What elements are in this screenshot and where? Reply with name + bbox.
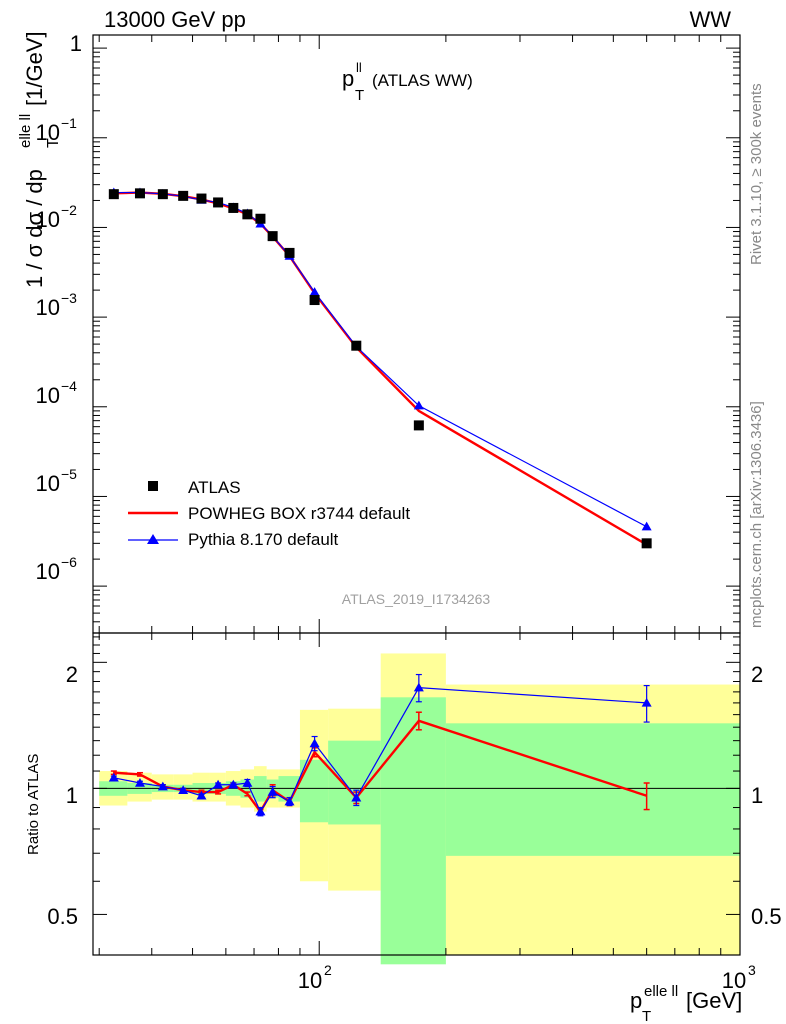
- x-label-sup: elle ll: [644, 983, 678, 1000]
- band-inner-11: [299, 759, 329, 823]
- xtick-label-1000: 10: [722, 968, 746, 993]
- ratio-ytick-right-05: 0.5: [751, 904, 782, 929]
- ratio-pythia-point-11: [309, 738, 320, 748]
- legend-pythia-label: Pythia 8.170 default: [188, 530, 339, 549]
- main-y-label-sup: elle ll: [17, 114, 34, 148]
- ratio-ytick-left-1: 1: [66, 783, 78, 808]
- ratio-pythia-point-14: [641, 697, 652, 707]
- ytick-label-0: 1: [70, 31, 82, 56]
- ratio-pythia-point-12: [351, 792, 362, 802]
- ratio-ytick-left-05: 0.5: [47, 904, 78, 929]
- ratio-pythia-point-9: [267, 787, 278, 796]
- pythia-point-14: [641, 521, 652, 531]
- atlas-point-0: [108, 189, 119, 200]
- atlas-point-12: [351, 340, 362, 351]
- xtick-exp-100: 2: [324, 962, 332, 978]
- main-y-label-a: 1 / σ dσ / dp: [22, 169, 47, 288]
- legend-atlas-label: ATLAS: [188, 478, 241, 497]
- x-label-main: p: [630, 988, 642, 1013]
- rivet-label: Rivet 3.1.10, ≥ 300k events: [748, 83, 765, 265]
- atlas-point-1: [134, 188, 145, 199]
- plot-title-suffix: (ATLAS WW): [372, 71, 473, 90]
- atlas-point-14: [641, 538, 652, 549]
- ytick-label-6: 10: [36, 559, 60, 584]
- legend-powheg-label: POWHEG BOX r3744 default: [188, 504, 410, 523]
- ytick-exp-4: −4: [61, 378, 77, 394]
- atlas-point-8: [255, 213, 266, 224]
- ratio-ytick-left-2: 2: [66, 662, 78, 687]
- x-axis-label: p elle ll T [GeV]: [630, 983, 742, 1024]
- ytick-exp-6: −6: [61, 554, 77, 570]
- ytick-label-3: 10: [36, 295, 60, 320]
- plot-title-sub: T: [355, 87, 364, 104]
- ratio-pythia-point-1: [134, 777, 145, 787]
- atlas-point-2: [157, 189, 168, 200]
- source-label: mcplots.cern.ch [arXiv:1306.3436]: [748, 401, 765, 628]
- atlas-point-9: [267, 231, 278, 242]
- pythia-point-13: [413, 400, 424, 410]
- ratio-ytick-right-1: 1: [751, 783, 763, 808]
- ytick-exp-1: −1: [61, 115, 77, 131]
- xtick-exp-1000: 3: [748, 962, 756, 978]
- ytick-label-5: 10: [36, 471, 60, 496]
- ratio-ytick-right-2: 2: [751, 662, 763, 687]
- band-inner-12: [328, 740, 381, 825]
- atlas-point-5: [213, 197, 224, 208]
- ratio-series: [108, 673, 652, 817]
- x-label-sub: T: [642, 1008, 651, 1024]
- atlas-point-11: [309, 295, 320, 306]
- atlas-point-4: [196, 193, 207, 204]
- band-inner-13: [380, 697, 446, 965]
- atlas-point-13: [413, 420, 424, 431]
- atlas-point-6: [228, 202, 239, 213]
- ytick-label-4: 10: [36, 383, 60, 408]
- ratio-pythia-point-10: [284, 796, 295, 806]
- ratio-pythia-point-5: [213, 779, 224, 789]
- atlas-point-3: [178, 190, 189, 201]
- plot-title-main: p: [342, 66, 354, 91]
- ratio-tick-labels: 2 1 0.5 2 1 0.5: [47, 662, 781, 929]
- plot-frames: [92, 34, 741, 956]
- legend-pythia-marker: [147, 534, 159, 544]
- ratio-pythia-point-6: [228, 779, 239, 789]
- ratio-y-label: Ratio to ATLAS: [25, 754, 42, 855]
- ratio-bands: [99, 653, 740, 965]
- x-tick-labels: 10 2 10 3: [298, 962, 756, 993]
- plot-title-sup: ll: [356, 60, 362, 75]
- beam-label: 13000 GeV pp: [104, 7, 246, 32]
- ratio-pythia-point-4: [196, 790, 207, 800]
- ratio-pythia-point-3: [178, 785, 189, 794]
- main-series: [108, 187, 652, 549]
- xtick-label-100: 10: [298, 968, 322, 993]
- ytick-exp-3: −3: [61, 290, 77, 306]
- ratio-pythia-point-13: [413, 682, 424, 692]
- atlas-point-7: [242, 209, 253, 220]
- axis-ticks: [93, 35, 741, 956]
- ytick-label-1: 10: [36, 120, 60, 145]
- atlas-point-10: [284, 247, 295, 258]
- ratio-pythia-point-8: [255, 806, 266, 816]
- main-y-label-unit: [1/GeV]: [22, 31, 47, 106]
- pythia-point-11: [309, 287, 320, 296]
- ratio-pythia-point-0: [108, 772, 119, 782]
- ratio-pythia-point-2: [157, 781, 168, 791]
- ytick-label-2: 10: [36, 207, 60, 232]
- ytick-exp-5: −5: [61, 466, 77, 482]
- main-y-label: 1 / σ dσ / dp T elle ll [1/GeV]: [17, 31, 62, 288]
- pythia-line: [113, 191, 647, 528]
- analysis-label: ATLAS_2019_I1734263: [342, 591, 491, 607]
- legend-atlas-marker: [148, 481, 158, 491]
- process-label: WW: [689, 7, 731, 32]
- ratio-frame: [92, 632, 741, 956]
- ytick-exp-2: −2: [61, 202, 77, 218]
- main-y-label-sub: T: [45, 138, 62, 148]
- legend: ATLAS POWHEG BOX r3744 default Pythia 8.…: [128, 478, 410, 549]
- ratio-pythia-point-7: [242, 777, 253, 787]
- x-label-unit: [GeV]: [686, 988, 742, 1013]
- main-y-tick-labels: 1 10 10 10 10 10 10 −1 −2 −3 −4 −5 −6: [36, 31, 82, 584]
- plot-title: p ll T (ATLAS WW): [342, 60, 473, 104]
